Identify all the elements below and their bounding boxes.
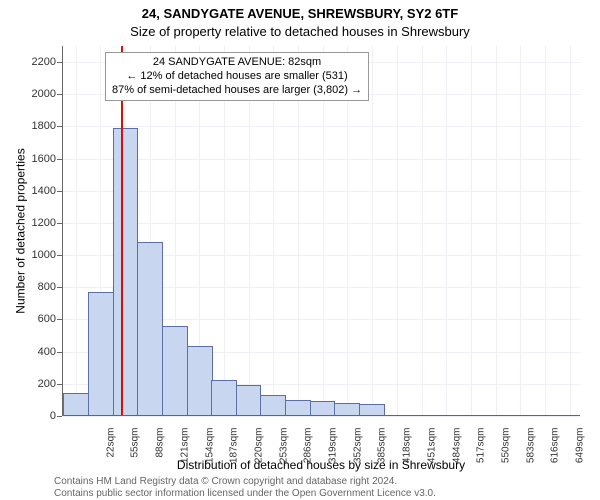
histogram-bar [88,292,114,415]
gridline-v [446,46,447,415]
histogram-bar [334,403,360,415]
y-tick-label: 1400 [32,185,56,197]
x-tick-label: 253sqm [278,428,289,468]
y-tick-label: 1600 [32,153,56,165]
footer-line1: Contains HM Land Registry data © Crown c… [54,476,584,488]
histogram-bar [359,404,385,415]
gridline-v [273,46,274,415]
x-tick-label: 385sqm [377,428,388,468]
y-tick-label: 200 [38,378,56,390]
histogram-bar [187,346,213,415]
annotation-line1: 24 SANDYGATE AVENUE: 82sqm [112,56,362,70]
gridline-v [224,46,225,415]
histogram-bar [285,400,311,415]
y-tick-label: 600 [38,313,56,325]
gridline-v [76,46,77,415]
histogram-bar [113,128,139,415]
y-tick-label: 2000 [32,88,56,100]
y-tick-label: 400 [38,346,56,358]
y-tick-label: 1000 [32,249,56,261]
gridline-v [496,46,497,415]
x-tick-label: 550sqm [500,428,511,468]
y-tick-mark [57,126,62,127]
gridline-v [422,46,423,415]
x-tick-label: 517sqm [476,428,487,468]
y-tick-label: 2200 [32,56,56,68]
gridline-h [63,126,580,127]
y-tick-label: 1800 [32,120,56,132]
x-tick-label: 352sqm [352,428,363,468]
y-tick-mark [57,287,62,288]
y-tick-label: 800 [38,281,56,293]
histogram-bar [310,401,336,415]
y-tick-label: 1200 [32,217,56,229]
x-tick-label: 121sqm [179,428,190,468]
x-tick-label: 319sqm [328,428,339,468]
footer-attribution: Contains HM Land Registry data © Crown c… [54,476,584,499]
gridline-v [545,46,546,415]
x-tick-label: 418sqm [402,428,413,468]
gridline-h [63,223,580,224]
histogram-bar [162,326,188,415]
y-tick-label: 0 [50,410,56,422]
gridline-v [298,46,299,415]
annotation-line3: 87% of semi-detached houses are larger (… [112,84,362,98]
histogram-bar [211,380,237,415]
chart-container: 24, SANDYGATE AVENUE, SHREWSBURY, SY2 6T… [0,0,600,500]
y-axis-label-wrap: Number of detached properties [12,46,30,416]
y-tick-mark [57,223,62,224]
x-tick-label: 649sqm [575,428,586,468]
x-tick-label: 451sqm [426,428,437,468]
gridline-h [63,159,580,160]
chart-title-line2: Size of property relative to detached ho… [0,24,600,39]
annotation-line2: ← 12% of detached houses are smaller (53… [112,70,362,84]
gridline-h [63,191,580,192]
annotation-box: 24 SANDYGATE AVENUE: 82sqm ← 12% of deta… [105,52,369,101]
gridline-v [323,46,324,415]
y-tick-mark [57,319,62,320]
x-tick-label: 616sqm [550,428,561,468]
gridline-v [471,46,472,415]
x-tick-label: 220sqm [253,428,264,468]
x-tick-label: 286sqm [303,428,314,468]
y-tick-mark [57,255,62,256]
plot-area: 24 SANDYGATE AVENUE: 82sqm ← 12% of deta… [62,46,580,416]
y-tick-mark [57,62,62,63]
gridline-v [249,46,250,415]
footer-line2: Contains public sector information licen… [54,488,584,500]
y-tick-mark [57,352,62,353]
y-axis-label: Number of detached properties [14,148,28,313]
gridline-v [372,46,373,415]
chart-title-line1: 24, SANDYGATE AVENUE, SHREWSBURY, SY2 6T… [0,6,600,21]
gridline-v [347,46,348,415]
x-tick-label: 55sqm [130,428,141,468]
histogram-bar [137,242,163,415]
x-tick-label: 88sqm [155,428,166,468]
x-tick-label: 154sqm [204,428,215,468]
y-tick-mark [57,384,62,385]
x-tick-label: 22sqm [105,428,116,468]
gridline-v [570,46,571,415]
y-tick-mark [57,416,62,417]
gridline-h [63,416,580,417]
reference-marker-line [121,46,123,415]
y-tick-mark [57,94,62,95]
gridline-v [397,46,398,415]
x-tick-label: 187sqm [229,428,240,468]
x-tick-label: 583sqm [525,428,536,468]
gridline-v [520,46,521,415]
histogram-bar [63,393,89,415]
histogram-bar [260,395,286,415]
histogram-bar [236,385,262,415]
y-tick-mark [57,159,62,160]
y-tick-mark [57,191,62,192]
x-tick-label: 484sqm [451,428,462,468]
